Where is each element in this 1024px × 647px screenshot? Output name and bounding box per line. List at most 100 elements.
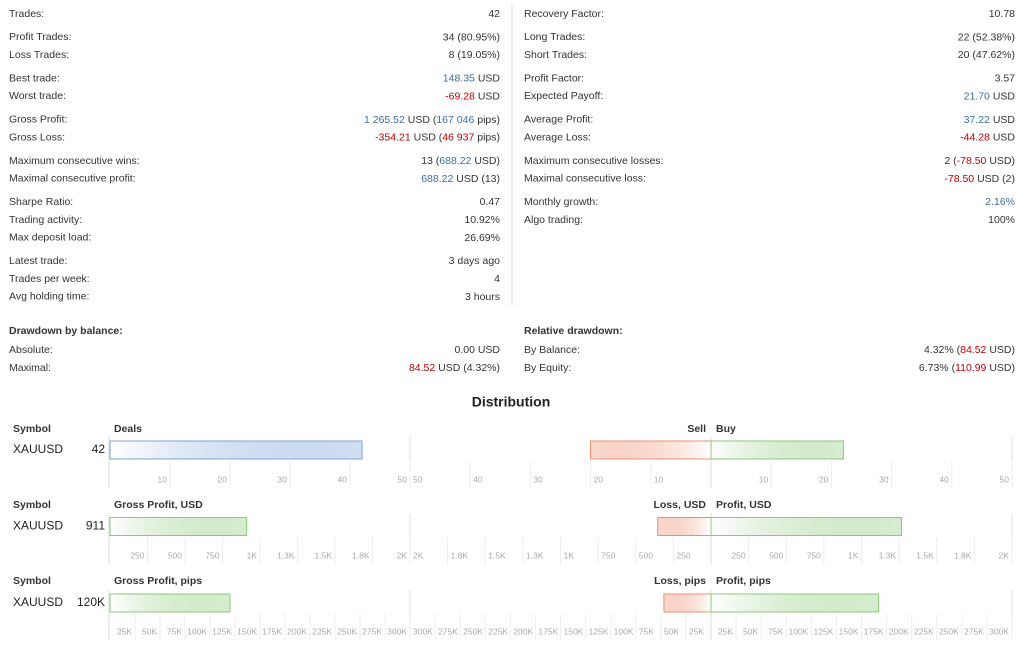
tick-label: 100K	[614, 626, 634, 636]
stat-value-part: 22 (52.38%)	[958, 31, 1015, 43]
stat-label: Expected Payoff:	[524, 90, 603, 102]
stat-value-part: -44.28	[960, 131, 990, 143]
stat-value: 34 (80.95%)	[443, 31, 500, 43]
tick-label: 125K	[589, 626, 609, 636]
stat-value-part: USD (13)	[453, 173, 500, 185]
stat-label: Recovery Factor:	[524, 8, 604, 20]
stat-value: 3 days ago	[449, 255, 501, 267]
tick-label: 200K	[287, 626, 307, 636]
stat-value-part: 21.70	[964, 90, 990, 102]
tick-label: 150K	[564, 626, 584, 636]
tick-label: 40	[473, 474, 483, 484]
tick-label: 300K	[989, 626, 1009, 636]
sell-bar	[590, 440, 712, 460]
tick-label: 300K	[387, 626, 407, 636]
tick-label: 75K	[768, 626, 783, 636]
tick-label: 25K	[718, 626, 733, 636]
stat-value-part: USD (4.32%)	[435, 362, 500, 374]
chart-title: Deals	[114, 423, 142, 435]
stat-label: Average Loss:	[524, 131, 591, 143]
stat-label: Best trade:	[9, 72, 60, 84]
tick-label: 20	[594, 474, 604, 484]
symbol: XAUUSD	[13, 595, 63, 609]
stat-label: Short Trades:	[524, 49, 587, 61]
tick-label: 200K	[889, 626, 909, 636]
stat-value-part: 110.99	[955, 362, 986, 374]
stat-value-part: pips)	[474, 131, 500, 143]
stat-label: Maximum consecutive wins:	[9, 155, 140, 167]
stat-label: Monthly growth:	[524, 196, 598, 208]
stat-label: Profit Trades:	[9, 31, 71, 43]
drawdown-title: Drawdown by balance:	[9, 325, 123, 337]
stat-label: Gross Profit:	[9, 114, 67, 126]
stat-value: 6.73% (110.99 USD)	[919, 362, 1015, 374]
tick-label: 175K	[538, 626, 558, 636]
tick-label: 50	[398, 474, 408, 484]
stat-value-part: 3.57	[995, 72, 1016, 84]
stat-value-part: 688.22	[439, 155, 471, 167]
tick-label: 1.3K	[879, 550, 897, 560]
tick-label: 2K	[999, 550, 1010, 560]
tick-label: 750	[807, 550, 821, 560]
tick-label: 1.5K	[315, 550, 333, 560]
tick-label: 250	[676, 550, 690, 560]
tick-label: 500	[769, 550, 783, 560]
stat-value-part: USD)	[986, 362, 1015, 374]
stat-label: Average Profit:	[524, 114, 593, 126]
chart-title: Gross Profit, USD	[114, 499, 203, 511]
stat-value-part: 37.22	[964, 114, 990, 126]
stat-label: Absolute:	[9, 344, 53, 356]
stat-value-part: -78.50	[957, 155, 987, 167]
tick-label: 200K	[513, 626, 533, 636]
buy-bar	[710, 517, 902, 536]
tick-label: 275K	[362, 626, 382, 636]
stat-value-part: 3 days ago	[449, 255, 501, 267]
stat-value: 21.70 USD	[964, 90, 1016, 102]
stat-value-part: -78.50	[944, 173, 974, 185]
stat-value-part: 0.47	[480, 196, 501, 208]
stat-value-part: 148.35	[443, 72, 475, 84]
stat-value-part: 84.52	[409, 362, 435, 374]
symbol-header: Symbol	[13, 575, 51, 587]
tick-label: 50K	[743, 626, 758, 636]
tick-label: 1.5K	[488, 550, 506, 560]
stat-value: -69.28 USD	[445, 90, 500, 102]
tick-label: 100K	[788, 626, 808, 636]
tick-label: 225K	[312, 626, 332, 636]
tick-label: 1.3K	[526, 550, 544, 560]
stat-value-part: 2.16%	[985, 196, 1015, 208]
tick-label: 30	[278, 474, 288, 484]
stat-value-part: 167 046	[436, 114, 474, 126]
stat-value-part: 0.00 USD	[454, 344, 500, 356]
stat-value-part: USD (2)	[974, 173, 1015, 185]
sell-title: Sell	[687, 423, 706, 435]
stat-value-part: -69.28	[445, 90, 475, 102]
stat-value-part: 100%	[988, 214, 1015, 226]
stat-label: Maximal:	[9, 362, 51, 374]
tick-label: 20	[819, 474, 829, 484]
stat-value-part: USD (	[405, 114, 437, 126]
sell-bar	[663, 593, 712, 613]
symbol: XAUUSD	[13, 519, 63, 533]
stat-value-part: 4.32% (	[924, 344, 961, 356]
tick-label: 1.8K	[954, 550, 972, 560]
buy-bar	[710, 593, 880, 613]
sell-bar	[657, 517, 712, 536]
stat-label: Algo trading:	[524, 214, 583, 226]
chart-title: Gross Profit, pips	[114, 575, 202, 587]
stat-value-part: USD)	[986, 344, 1015, 356]
buy-bar	[710, 440, 844, 460]
stat-label: Profit Factor:	[524, 72, 584, 84]
stat-label: Trades:	[9, 8, 44, 20]
stat-label: By Equity:	[524, 362, 571, 374]
drawdown-title: Relative drawdown:	[524, 325, 623, 337]
stat-value: 8 (19.05%)	[449, 49, 500, 61]
tick-label: 50K	[664, 626, 679, 636]
stat-value-part: 6.73% (	[919, 362, 956, 374]
stat-label: Loss Trades:	[9, 49, 69, 61]
tick-label: 150K	[237, 626, 257, 636]
stat-value-part: 42	[488, 8, 500, 20]
buy-title: Profit, USD	[716, 499, 772, 511]
stat-label: Latest trade:	[9, 255, 67, 267]
